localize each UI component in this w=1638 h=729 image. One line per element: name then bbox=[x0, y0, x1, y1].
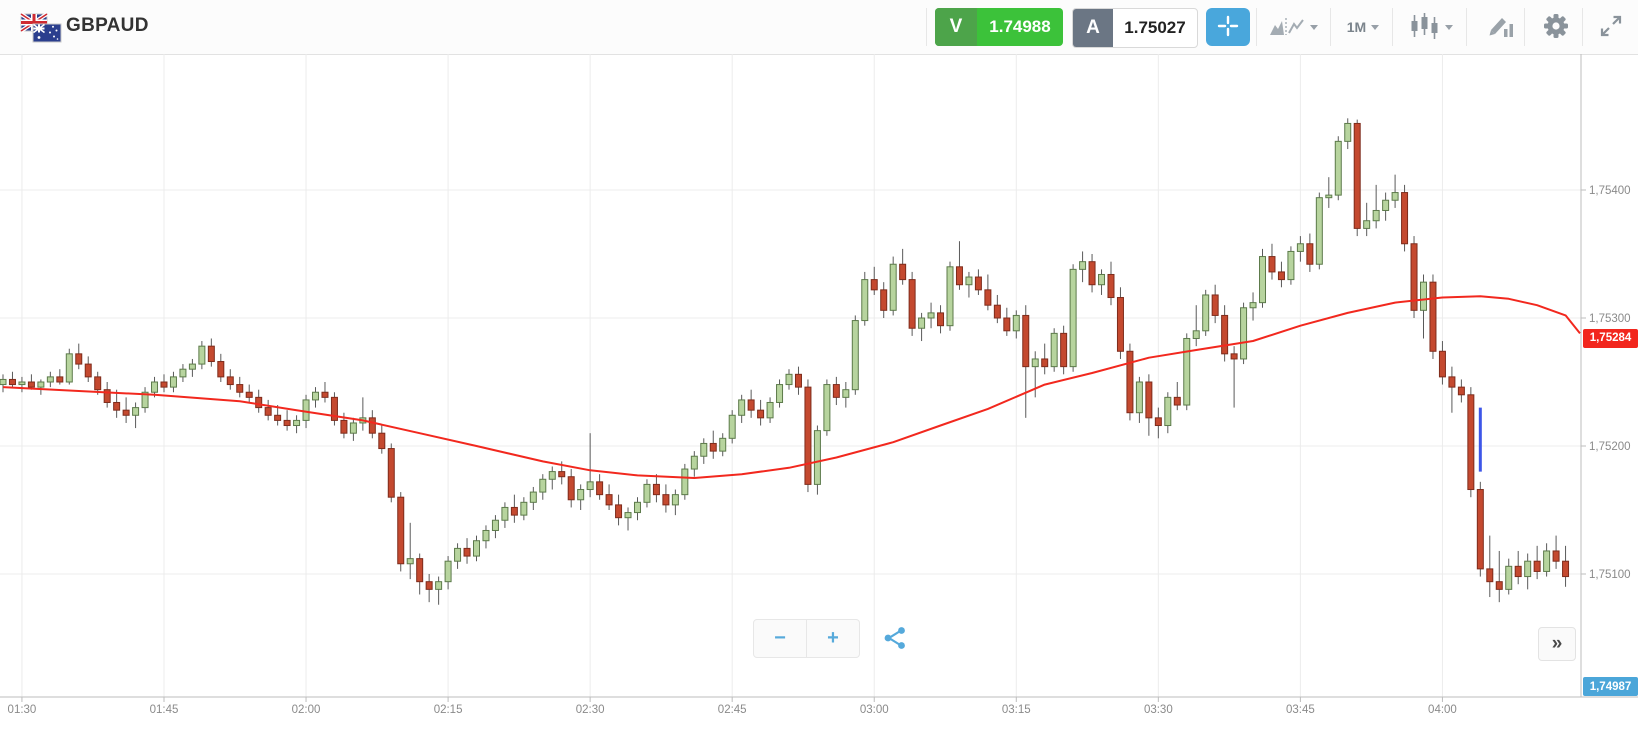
buy-label: A bbox=[1073, 9, 1113, 47]
ma-price-tag: 1,75284 bbox=[1583, 328, 1638, 348]
chevron-down-icon bbox=[1444, 24, 1453, 30]
svg-text:02:45: 02:45 bbox=[718, 704, 747, 716]
zoom-in-button[interactable]: + bbox=[807, 619, 860, 658]
share-icon bbox=[882, 626, 908, 653]
toolbar-divider bbox=[1524, 8, 1525, 46]
expand-arrows-icon bbox=[1599, 14, 1623, 41]
settings-button[interactable] bbox=[1532, 8, 1580, 46]
chevron-down-icon bbox=[1309, 24, 1318, 30]
zoom-controls: − + bbox=[753, 619, 860, 658]
draw-tools-button[interactable] bbox=[1476, 8, 1526, 46]
toolbar-divider bbox=[1392, 8, 1393, 46]
crosshair-button[interactable] bbox=[1206, 8, 1250, 46]
svg-text:03:00: 03:00 bbox=[860, 704, 889, 716]
svg-text:1,75200: 1,75200 bbox=[1589, 441, 1631, 453]
gear-icon bbox=[1542, 12, 1570, 43]
zoom-out-button[interactable]: − bbox=[753, 619, 807, 658]
svg-text:01:45: 01:45 bbox=[150, 704, 179, 716]
fullscreen-button[interactable] bbox=[1592, 8, 1630, 46]
svg-text:1,75300: 1,75300 bbox=[1589, 313, 1631, 325]
timeframe-button[interactable]: 1M bbox=[1338, 8, 1388, 46]
svg-text:1,75100: 1,75100 bbox=[1589, 569, 1631, 581]
buy-price: 1.75027 bbox=[1124, 18, 1186, 37]
svg-text:03:45: 03:45 bbox=[1286, 704, 1315, 716]
sell-label: V bbox=[935, 8, 977, 46]
candlestick-icon bbox=[1410, 12, 1440, 43]
last-price-tag: 1,74987 bbox=[1583, 677, 1638, 696]
candle-style-button[interactable] bbox=[1402, 8, 1460, 46]
timeframe-label: 1M bbox=[1346, 19, 1367, 35]
svg-text:02:00: 02:00 bbox=[292, 704, 321, 716]
toolbar-divider bbox=[1582, 8, 1583, 46]
svg-text:01:30: 01:30 bbox=[8, 704, 37, 716]
svg-text:03:15: 03:15 bbox=[1002, 704, 1031, 716]
toolbar-divider bbox=[1330, 8, 1331, 46]
crosshair-icon bbox=[1217, 15, 1239, 40]
svg-text:02:30: 02:30 bbox=[576, 704, 605, 716]
toolbar-divider bbox=[1256, 8, 1257, 46]
toolbar-divider bbox=[1466, 8, 1467, 46]
toolbar-divider bbox=[926, 8, 927, 46]
collapse-panel-button[interactable]: » bbox=[1538, 627, 1576, 661]
svg-text:1,75400: 1,75400 bbox=[1589, 185, 1631, 197]
area-chart-icon bbox=[1269, 15, 1305, 40]
symbol-title: GBPAUD bbox=[66, 15, 149, 36]
sell-price: 1.74988 bbox=[989, 17, 1051, 36]
share-button[interactable] bbox=[876, 624, 910, 654]
chart-type-button[interactable] bbox=[1264, 8, 1322, 46]
buy-button[interactable]: A 1.75027 bbox=[1072, 8, 1198, 48]
sell-button[interactable]: V 1.74988 bbox=[935, 8, 1063, 46]
chevron-down-icon bbox=[1371, 24, 1380, 30]
australia-flag-icon bbox=[32, 23, 62, 43]
chart-toolbar: GBPAUD V 1.74988 A 1.75027 bbox=[0, 0, 1638, 55]
gbpaud-flag-icon bbox=[19, 12, 62, 48]
pencil-icon bbox=[1487, 13, 1515, 42]
svg-text:04:00: 04:00 bbox=[1428, 704, 1457, 716]
chart-plot-area[interactable]: 01:30 01:45 02:00 02:15 02:30 02:45 03:00 03:15… bbox=[0, 54, 1638, 729]
svg-text:03:30: 03:30 bbox=[1144, 704, 1173, 716]
svg-text:02:15: 02:15 bbox=[434, 704, 463, 716]
